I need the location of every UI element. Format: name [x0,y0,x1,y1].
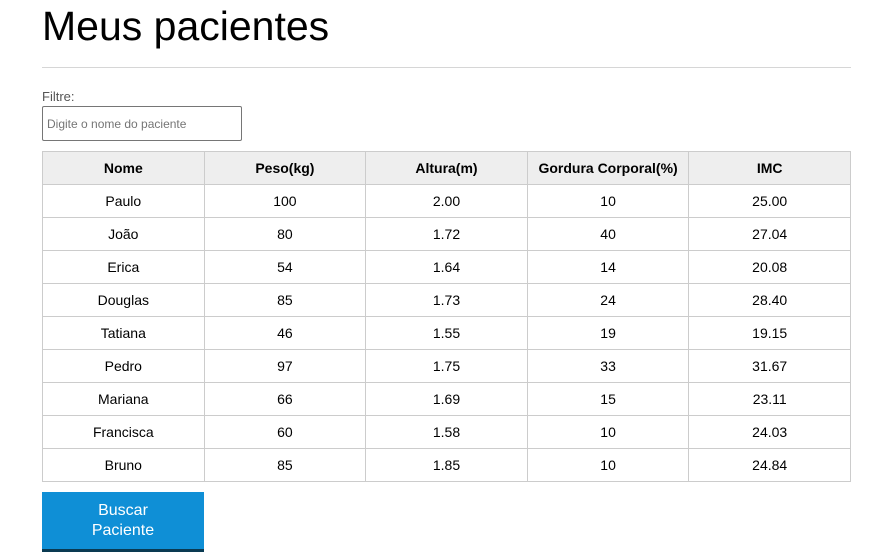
column-header-peso: Peso(kg) [203,151,367,185]
table-row[interactable]: Paulo 100 2.00 10 25.00 [42,184,851,218]
table-row[interactable]: Tatiana 46 1.55 19 19.15 [42,316,851,350]
cell-imc: 19.15 [688,316,851,350]
cell-imc: 20.08 [688,250,851,284]
cell-peso: 100 [203,184,367,218]
table-row[interactable]: Bruno 85 1.85 10 24.84 [42,448,851,482]
cell-altura: 1.58 [365,415,528,449]
cell-gordura: 10 [526,415,690,449]
cell-altura: 1.73 [365,283,528,317]
cell-gordura: 19 [526,316,690,350]
cell-peso: 60 [203,415,367,449]
cell-gordura: 15 [526,382,690,416]
search-patient-button[interactable]: Buscar Paciente [42,492,204,552]
cell-gordura: 14 [526,250,690,284]
cell-altura: 1.72 [365,217,528,251]
filter-label: Filtre: [42,89,75,104]
table-row[interactable]: Erica 54 1.64 14 20.08 [42,250,851,284]
table-row[interactable]: Douglas 85 1.73 24 28.40 [42,283,851,317]
table-row[interactable]: Pedro 97 1.75 33 31.67 [42,349,851,383]
cell-nome: Erica [42,250,205,284]
cell-peso: 97 [203,349,367,383]
cell-altura: 1.69 [365,382,528,416]
cell-nome: Pedro [42,349,205,383]
cell-altura: 1.64 [365,250,528,284]
patients-table: Nome Peso(kg) Altura(m) Gordura Corporal… [42,151,851,482]
cell-nome: Mariana [42,382,205,416]
table-header-row: Nome Peso(kg) Altura(m) Gordura Corporal… [42,151,851,185]
cell-altura: 2.00 [365,184,528,218]
cell-imc: 28.40 [688,283,851,317]
cell-peso: 85 [203,283,367,317]
cell-imc: 23.11 [688,382,851,416]
cell-altura: 1.85 [365,448,528,482]
cell-imc: 27.04 [688,217,851,251]
cell-imc: 24.84 [688,448,851,482]
table-body: Paulo 100 2.00 10 25.00 João 80 1.72 40 … [42,184,851,482]
cell-imc: 24.03 [688,415,851,449]
cell-nome: Tatiana [42,316,205,350]
cell-peso: 80 [203,217,367,251]
page-title: Meus pacientes [42,3,330,49]
cell-altura: 1.55 [365,316,528,350]
cell-nome: João [42,217,205,251]
cell-peso: 54 [203,250,367,284]
cell-nome: Paulo [42,184,205,218]
cell-gordura: 40 [526,217,690,251]
cell-gordura: 24 [526,283,690,317]
table-header: Nome Peso(kg) Altura(m) Gordura Corporal… [42,151,851,185]
column-header-imc: IMC [688,151,851,185]
cell-peso: 66 [203,382,367,416]
cell-imc: 31.67 [688,349,851,383]
cell-nome: Bruno [42,448,205,482]
cell-gordura: 10 [526,184,690,218]
table-row[interactable]: Francisca 60 1.58 10 24.03 [42,415,851,449]
table-row[interactable]: Mariana 66 1.69 15 23.11 [42,382,851,416]
table-row[interactable]: João 80 1.72 40 27.04 [42,217,851,251]
cell-imc: 25.00 [688,184,851,218]
cell-nome: Francisca [42,415,205,449]
cell-gordura: 10 [526,448,690,482]
column-header-altura: Altura(m) [365,151,528,185]
cell-peso: 85 [203,448,367,482]
cell-nome: Douglas [42,283,205,317]
title-divider [42,67,851,68]
column-header-gordura: Gordura Corporal(%) [526,151,690,185]
filter-input[interactable] [42,106,242,141]
column-header-nome: Nome [42,151,205,185]
cell-altura: 1.75 [365,349,528,383]
cell-gordura: 33 [526,349,690,383]
cell-peso: 46 [203,316,367,350]
